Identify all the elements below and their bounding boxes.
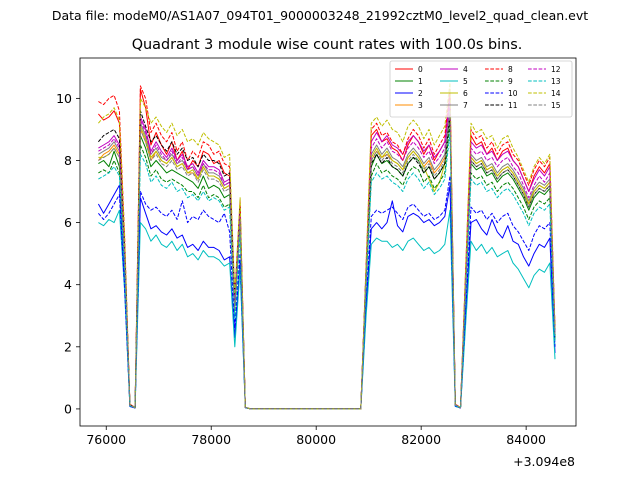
x-tick-label: 84000 xyxy=(506,432,546,447)
chart-title: Quadrant 3 module wise count rates with … xyxy=(132,37,523,53)
legend-label-1: 1 xyxy=(418,77,423,86)
legend-label-5: 5 xyxy=(463,77,468,86)
legend-label-15: 15 xyxy=(551,101,561,110)
legend-label-9: 9 xyxy=(508,77,513,86)
x-tick-label: 78000 xyxy=(191,432,231,447)
axes-frame xyxy=(79,57,577,427)
y-tick-label: 0 xyxy=(64,401,72,416)
legend-label-12: 12 xyxy=(551,65,561,74)
legend-label-4: 4 xyxy=(463,65,468,74)
legend-box xyxy=(389,60,573,118)
y-tick-label: 2 xyxy=(64,339,72,354)
y-tick-label: 8 xyxy=(64,153,72,168)
legend-label-11: 11 xyxy=(508,101,518,110)
legend-label-0: 0 xyxy=(418,65,423,74)
x-tick-label: 76000 xyxy=(86,432,126,447)
y-tick-label: 4 xyxy=(64,277,72,292)
x-axis: 76000 78000 80000 82000 84000 xyxy=(86,426,546,447)
legend-label-3: 3 xyxy=(418,101,423,110)
series-line-15 xyxy=(98,110,556,410)
legend-label-8: 8 xyxy=(508,65,513,74)
y-tick-label: 6 xyxy=(64,215,72,230)
legend-label-13: 13 xyxy=(551,77,561,86)
y-tick-label: 10 xyxy=(56,91,72,106)
legend-label-10: 10 xyxy=(508,89,518,98)
series-line-12 xyxy=(98,101,556,410)
legend-label-6: 6 xyxy=(463,89,468,98)
x-axis-offset-label: +3.094e8 xyxy=(513,454,575,469)
legend-label-14: 14 xyxy=(551,89,561,98)
x-tick-label: 82000 xyxy=(401,432,441,447)
legend-label-7: 7 xyxy=(463,101,468,110)
y-axis: 0 2 4 6 8 10 xyxy=(56,91,80,416)
x-tick-label: 80000 xyxy=(296,432,336,447)
legend-label-2: 2 xyxy=(418,89,423,98)
series-layer xyxy=(97,82,556,410)
chart-suptitle: Data file: modeM0/AS1A07_094T01_90000032… xyxy=(52,8,588,23)
